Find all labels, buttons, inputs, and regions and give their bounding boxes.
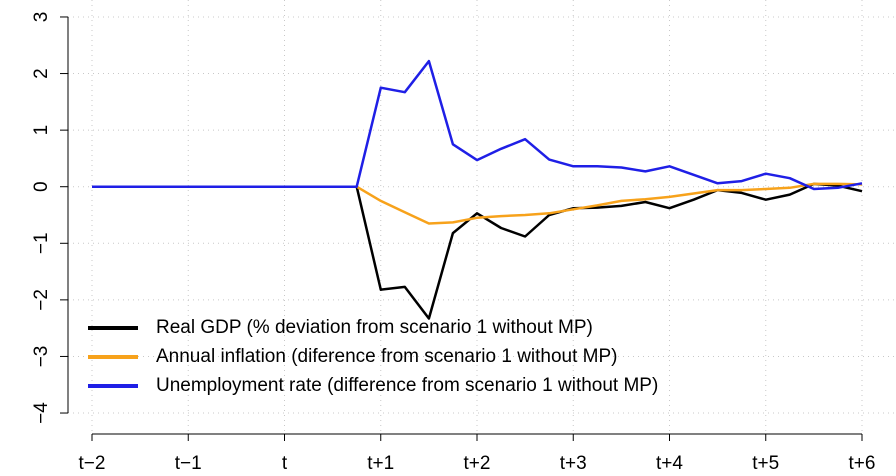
legend-label: Annual inflation (diference from scenari… — [156, 346, 618, 367]
series-line — [92, 182, 863, 320]
x-tick-label: t+2 — [464, 453, 491, 474]
x-tick-label: t — [282, 453, 288, 474]
y-tick-label: 3 — [31, 12, 52, 23]
y-tick-label: 1 — [31, 125, 52, 136]
y-tick-label: −4 — [31, 402, 52, 424]
x-tick-label: t+5 — [752, 453, 779, 474]
x-tick-label: t−1 — [175, 453, 202, 474]
y-tick-label: −1 — [31, 232, 52, 254]
x-tick-label: t+1 — [367, 453, 394, 474]
legend-label: Unemployment rate (difference from scena… — [156, 375, 658, 396]
y-tick-label: −2 — [31, 289, 52, 311]
series-line — [92, 182, 863, 225]
x-tick-label: t+4 — [656, 453, 683, 474]
x-tick-label: t+3 — [560, 453, 587, 474]
y-tick-label: 2 — [31, 68, 52, 79]
x-tick-label: t+6 — [849, 453, 876, 474]
x-tick-label: t−2 — [79, 453, 106, 474]
y-tick-label: 0 — [31, 181, 52, 192]
series-line — [92, 59, 863, 191]
y-tick-label: −3 — [31, 346, 52, 368]
legend-label: Real GDP (% deviation from scenario 1 wi… — [156, 317, 593, 338]
